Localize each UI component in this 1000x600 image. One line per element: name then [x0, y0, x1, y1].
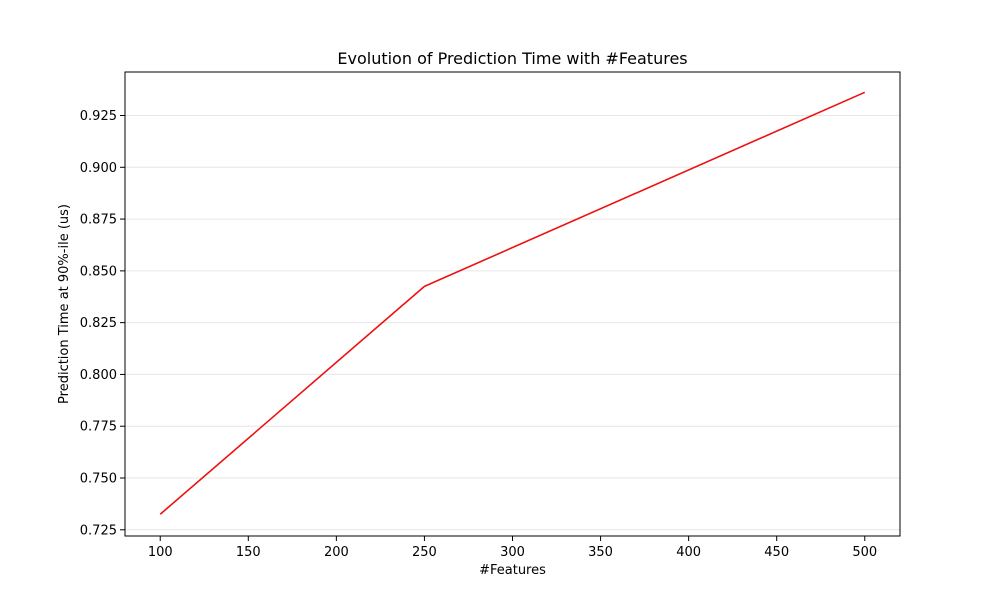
x-axis-ticks: 100 150 200 250 300 350 400 450 500: [148, 536, 877, 560]
series-layer: [159, 91, 866, 515]
y-tick-label: 0.850: [80, 264, 117, 279]
x-tick-label: 200: [324, 545, 349, 560]
x-tick-label: 100: [148, 545, 173, 560]
chart-title: Evolution of Prediction Time with #Featu…: [337, 49, 687, 68]
y-axis-label: Prediction Time at 90%-ile (us): [57, 204, 72, 404]
series-line: [159, 91, 866, 515]
y-tick-label: 0.875: [80, 213, 117, 228]
x-tick-label: 450: [764, 545, 789, 560]
y-tick-label: 0.750: [80, 472, 117, 487]
y-tick-label: 0.800: [80, 368, 117, 383]
y-tick-label: 0.725: [80, 523, 117, 538]
y-tick-label: 0.925: [80, 109, 117, 124]
x-tick-label: 500: [852, 545, 877, 560]
x-tick-label: 350: [588, 545, 613, 560]
y-tick-label: 0.900: [80, 161, 117, 176]
y-tick-label: 0.775: [80, 420, 117, 435]
y-axis-ticks: 0.725 0.750 0.775 0.800 0.825 0.850 0.875 0.900…: [80, 109, 125, 538]
x-tick-label: 250: [412, 545, 437, 560]
x-tick-label: 300: [500, 545, 525, 560]
x-tick-label: 150: [236, 545, 261, 560]
grid-lines: [125, 115, 900, 531]
y-tick-label: 0.825: [80, 316, 117, 331]
x-axis-label: #Features: [479, 563, 546, 578]
x-tick-label: 400: [676, 545, 701, 560]
